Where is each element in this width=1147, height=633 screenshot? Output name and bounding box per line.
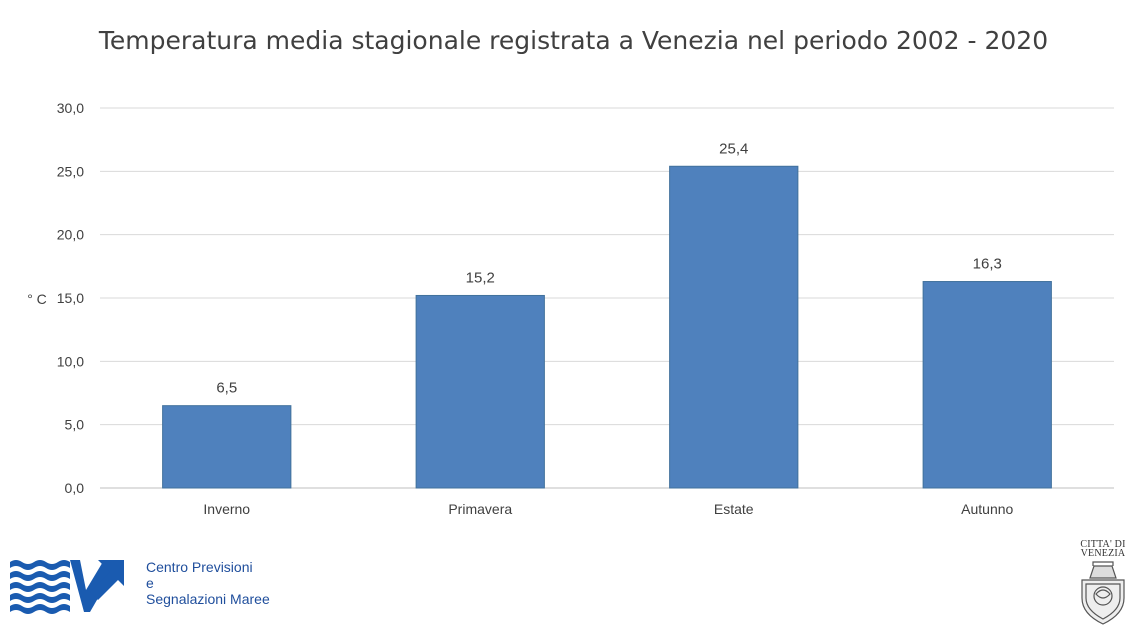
data-labels: 6,5 15,2 25,4 16,3 — [216, 140, 1002, 396]
data-label: 25,4 — [719, 140, 748, 157]
bar — [415, 294, 545, 489]
bar — [669, 165, 799, 489]
chart: 0,0 5,0 10,0 15,0 20,0 25,0 30,0 6,5 15,2 25,4 16… — [27, 100, 1114, 517]
y-tick-label: 10,0 — [57, 353, 84, 369]
cpsm-logo: Centro Previsioni e Segnalazioni Maree — [8, 558, 308, 622]
cpsm-name: Centro Previsioni e Segnalazioni Maree — [146, 559, 270, 607]
cpsm-name-line: e — [146, 575, 154, 591]
y-tick-label: 15,0 — [57, 290, 84, 306]
data-label: 6,5 — [216, 380, 237, 397]
y-axis-label: ° C — [27, 291, 47, 307]
city-name-line: CITTA' DI — [1080, 539, 1126, 550]
cpsm-name-line: Centro Previsioni — [146, 559, 253, 575]
city-name: CITTA' DI VENEZIA — [1074, 539, 1132, 559]
y-tick-label: 30,0 — [57, 100, 84, 116]
y-tick-label: 20,0 — [57, 227, 84, 243]
x-tick-label: Autunno — [961, 501, 1013, 517]
bar — [922, 281, 1052, 489]
chart-title: Temperatura media stagionale registrata … — [98, 26, 1049, 55]
y-tick-label: 0,0 — [65, 480, 85, 496]
y-axis-ticks: 0,0 5,0 10,0 15,0 20,0 25,0 30,0 — [57, 100, 84, 496]
cpsm-wave-logo-icon — [10, 560, 124, 614]
bars — [162, 165, 1052, 489]
y-tick-label: 5,0 — [65, 417, 85, 433]
city-name-line: VENEZIA — [1080, 548, 1126, 559]
city-crest-icon — [1081, 561, 1125, 625]
x-tick-label: Primavera — [448, 501, 512, 517]
cpsm-name-line: Segnalazioni Maree — [146, 591, 270, 607]
x-tick-label: Estate — [714, 501, 754, 517]
data-label: 16,3 — [973, 256, 1002, 273]
citta-di-venezia-logo: CITTA' DI VENEZIA — [1074, 540, 1132, 628]
y-tick-label: 25,0 — [57, 163, 84, 179]
data-label: 15,2 — [466, 269, 495, 286]
bar — [162, 405, 292, 489]
x-tick-label: Inverno — [203, 501, 250, 517]
x-axis-ticks: Inverno Primavera Estate Autunno — [203, 501, 1013, 517]
